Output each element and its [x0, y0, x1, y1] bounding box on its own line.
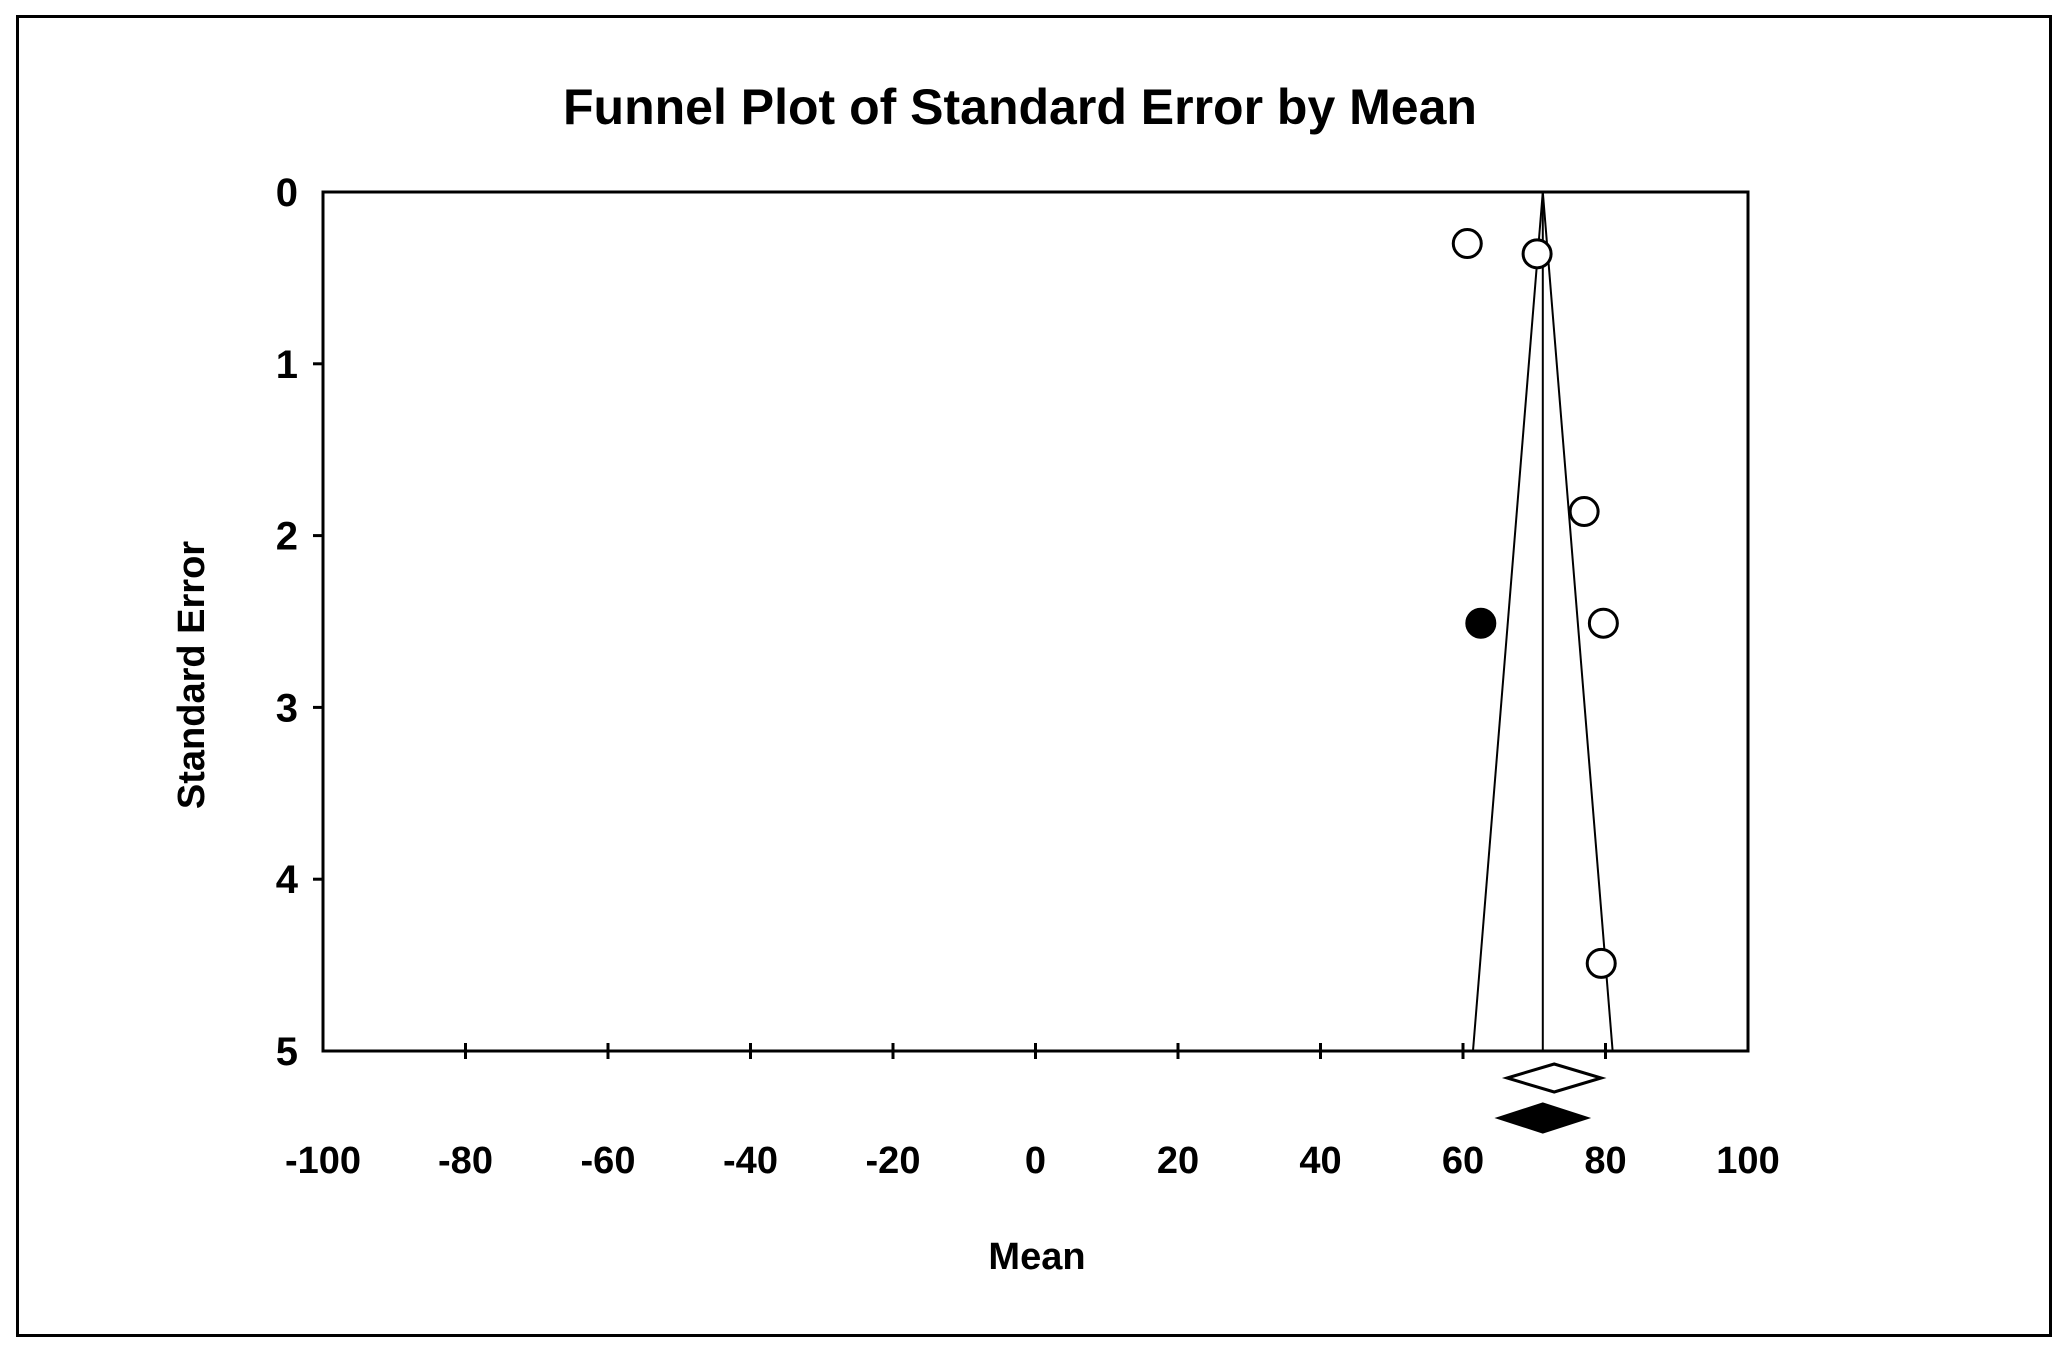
- x-tick-label: 80: [1584, 1140, 1626, 1182]
- funnel-right-line: [1541, 191, 1614, 1052]
- data-point-open: [1451, 228, 1483, 260]
- data-point-open: [1585, 947, 1617, 979]
- y-tick-label: 5: [276, 1030, 298, 1074]
- data-point-open: [1521, 238, 1553, 270]
- y-tick-label: 1: [276, 343, 298, 387]
- funnel-left-line: [1471, 191, 1544, 1052]
- x-tick-label: 0: [1025, 1140, 1046, 1182]
- x-tick-label: -80: [438, 1140, 493, 1182]
- y-tick-label: 2: [276, 515, 298, 559]
- chart-title: Funnel Plot of Standard Error by Mean: [563, 79, 1477, 135]
- x-tick-label: -60: [581, 1140, 636, 1182]
- x-tick-label: -40: [723, 1140, 778, 1182]
- pooled-diamond-open: [1501, 1062, 1607, 1094]
- y-tick-label: 4: [276, 858, 299, 902]
- figure-border: [16, 15, 2052, 1337]
- y-tick-label: 0: [276, 171, 298, 215]
- x-tick-label: 60: [1442, 1140, 1484, 1182]
- x-tick-label: -100: [285, 1140, 361, 1182]
- x-tick-label: 20: [1157, 1140, 1199, 1182]
- x-tick-label: 100: [1716, 1140, 1779, 1182]
- x-tick-label: 40: [1299, 1140, 1341, 1182]
- x-axis-title: Mean: [988, 1236, 1086, 1278]
- data-point-filled: [1465, 607, 1497, 639]
- plot-frame: [321, 190, 1750, 1053]
- x-tick-label: -20: [866, 1140, 921, 1182]
- y-tick-label: 3: [276, 686, 298, 730]
- pooled-diamond-filled: [1494, 1102, 1592, 1134]
- data-point-open: [1587, 607, 1619, 639]
- data-point-open: [1568, 496, 1600, 528]
